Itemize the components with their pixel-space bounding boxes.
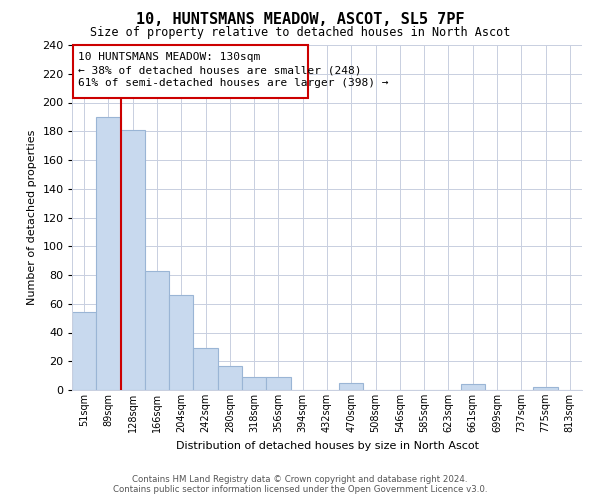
Bar: [72, 312, 96, 390]
Y-axis label: Number of detached properties: Number of detached properties: [27, 130, 37, 305]
Bar: [193, 348, 218, 390]
Bar: [339, 383, 364, 390]
Text: Size of property relative to detached houses in North Ascot: Size of property relative to detached ho…: [90, 26, 510, 39]
Text: 10, HUNTSMANS MEADOW, ASCOT, SL5 7PF: 10, HUNTSMANS MEADOW, ASCOT, SL5 7PF: [136, 12, 464, 28]
Bar: [242, 377, 266, 390]
Text: ← 38% of detached houses are smaller (248): ← 38% of detached houses are smaller (24…: [78, 65, 362, 75]
Text: 61% of semi-detached houses are larger (398) →: 61% of semi-detached houses are larger (…: [78, 78, 389, 88]
FancyBboxPatch shape: [73, 45, 308, 98]
Bar: [169, 295, 193, 390]
Bar: [121, 130, 145, 390]
Bar: [218, 366, 242, 390]
Bar: [145, 270, 169, 390]
Text: 10 HUNTSMANS MEADOW: 130sqm: 10 HUNTSMANS MEADOW: 130sqm: [78, 52, 260, 62]
Bar: [266, 377, 290, 390]
Bar: [533, 387, 558, 390]
Bar: [96, 117, 121, 390]
Bar: [461, 384, 485, 390]
Text: Contains HM Land Registry data © Crown copyright and database right 2024.
Contai: Contains HM Land Registry data © Crown c…: [113, 474, 487, 494]
X-axis label: Distribution of detached houses by size in North Ascot: Distribution of detached houses by size …: [176, 440, 479, 450]
